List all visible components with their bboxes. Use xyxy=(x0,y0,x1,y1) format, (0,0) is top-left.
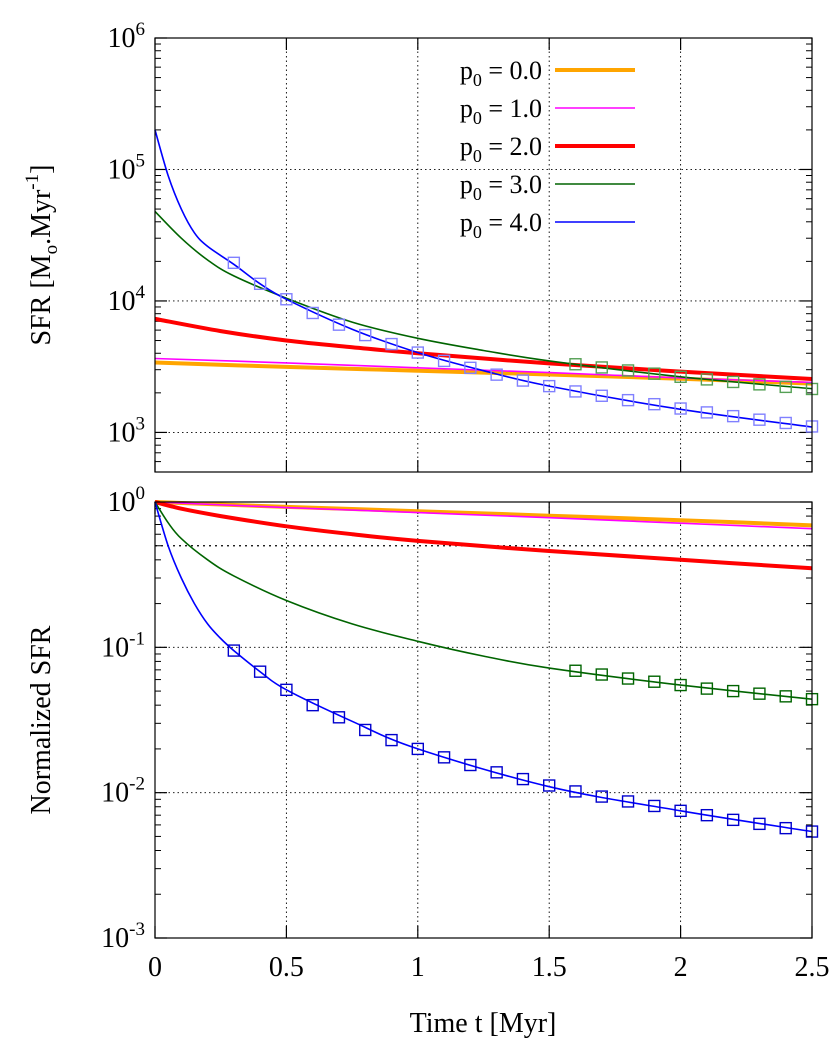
data-marker xyxy=(490,368,503,381)
y-tick-label: 100 xyxy=(108,483,146,518)
data-marker xyxy=(621,795,635,808)
data-marker xyxy=(595,389,608,402)
data-marker xyxy=(306,306,319,320)
data-marker xyxy=(359,328,372,342)
legend-label: p0 = 3.0 xyxy=(460,170,542,204)
series-line xyxy=(154,501,813,700)
x-tick-label: 1 xyxy=(411,952,425,983)
series-line xyxy=(154,360,813,386)
data-marker xyxy=(595,790,608,803)
data-marker xyxy=(674,402,687,415)
data-marker xyxy=(753,378,766,391)
data-marker xyxy=(648,397,661,411)
data-marker xyxy=(464,758,477,772)
data-marker xyxy=(385,337,398,351)
x-tick-label: 0.5 xyxy=(269,952,304,983)
plot-frame xyxy=(154,501,813,939)
data-marker xyxy=(280,683,293,697)
data-marker xyxy=(779,380,792,394)
y-tick-label: 106 xyxy=(108,19,146,54)
series-line xyxy=(154,210,813,390)
data-marker xyxy=(648,367,661,380)
data-marker xyxy=(621,393,635,407)
data-marker xyxy=(595,361,608,374)
y-tick-label: 104 xyxy=(108,282,146,317)
data-marker xyxy=(700,373,714,386)
series-line xyxy=(154,500,813,571)
top-panel: 103 104 105 106 SFR [Mo.Myr-1] p0 = 0.0 p0 = 1… xyxy=(22,19,819,473)
data-marker xyxy=(726,409,740,423)
data-marker xyxy=(726,684,740,698)
plot-frame xyxy=(154,37,813,473)
data-marker xyxy=(700,406,714,419)
data-marker xyxy=(516,374,530,387)
data-marker xyxy=(674,804,687,818)
data-marker xyxy=(227,644,241,657)
x-axis-label: Time t [Myr] xyxy=(410,1008,557,1039)
data-marker xyxy=(779,690,792,703)
data-marker xyxy=(700,682,714,695)
data-marker xyxy=(753,817,766,831)
data-marker xyxy=(753,413,766,426)
y-tick-label: 10-1 xyxy=(101,628,145,663)
y-tick-label: 105 xyxy=(108,150,146,185)
y-tick-label: 10-3 xyxy=(101,919,145,954)
data-marker xyxy=(621,672,635,685)
y-tick-label: 10-2 xyxy=(101,774,145,809)
x-tick-label: 2 xyxy=(674,952,688,983)
data-marker xyxy=(674,370,687,383)
data-marker xyxy=(464,361,477,375)
data-marker xyxy=(437,751,451,764)
data-marker xyxy=(306,698,319,712)
data-marker xyxy=(779,821,792,835)
data-marker xyxy=(726,375,740,389)
data-marker xyxy=(569,785,582,798)
data-marker xyxy=(648,675,661,688)
legend-label: p0 = 2.0 xyxy=(460,132,542,166)
data-marker xyxy=(411,346,424,359)
data-marker xyxy=(674,678,687,692)
y-tick-label: 103 xyxy=(108,413,146,448)
y-axis-label: Normalized SFR xyxy=(26,625,57,814)
data-marker xyxy=(253,277,267,291)
data-marker xyxy=(227,256,241,270)
data-marker xyxy=(332,711,346,724)
data-marker xyxy=(543,779,556,792)
data-marker xyxy=(411,742,424,756)
data-marker xyxy=(621,364,635,377)
data-marker xyxy=(385,733,398,747)
data-marker xyxy=(779,416,792,430)
data-marker xyxy=(332,318,346,331)
legend-label: p0 = 0.0 xyxy=(460,56,542,90)
data-marker xyxy=(595,668,608,681)
legend-label: p0 = 1.0 xyxy=(460,94,542,128)
data-marker xyxy=(569,664,582,677)
x-tick-label: 2.5 xyxy=(795,952,830,983)
data-marker xyxy=(280,293,293,306)
data-marker xyxy=(543,379,556,393)
y-axis-label: SFR [Mo.Myr-1] xyxy=(22,165,62,346)
data-marker xyxy=(569,358,582,371)
data-marker xyxy=(359,723,372,737)
series-line xyxy=(154,501,813,833)
series-line xyxy=(154,501,813,530)
data-marker xyxy=(437,354,451,368)
data-marker xyxy=(253,665,267,678)
legend-label: p0 = 4.0 xyxy=(460,208,542,242)
x-tick-label: 1.5 xyxy=(532,952,567,983)
data-marker xyxy=(569,385,582,398)
bottom-panel: 10-3 10-2 10-1 100 0 0.5 1 1.5 2 2.5 Normalized SF… xyxy=(26,483,830,983)
data-marker xyxy=(700,808,714,822)
data-marker xyxy=(726,813,740,827)
data-marker xyxy=(490,766,503,779)
data-marker xyxy=(753,687,766,700)
x-tick-label: 0 xyxy=(148,952,162,983)
data-marker xyxy=(516,772,530,786)
data-marker xyxy=(648,799,661,813)
